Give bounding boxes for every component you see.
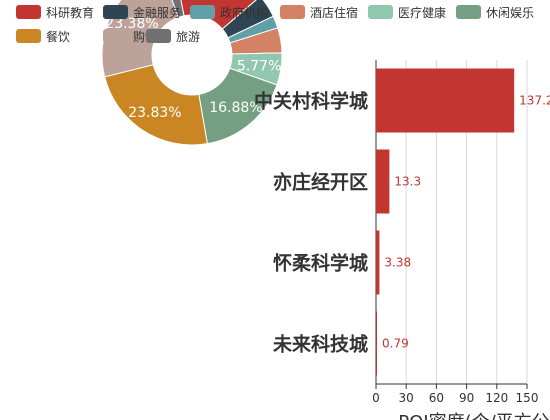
legend-label: 医疗健康	[398, 5, 447, 20]
x-tick-label: 0	[372, 391, 380, 405]
x-tick-label: 30	[399, 391, 414, 405]
x-axis-title: POI密度(个/平方公里)	[398, 412, 550, 420]
bar	[376, 230, 380, 295]
legend-swatch	[368, 5, 393, 19]
legend-item[interactable]: 餐饮	[16, 28, 70, 44]
x-tick-label: 150	[516, 391, 539, 405]
legend-label: 政府机构	[220, 5, 269, 20]
legend-label: 酒店住宿	[310, 5, 359, 20]
legend-swatch	[103, 29, 128, 43]
donut-data-label: 5.77%	[237, 59, 281, 75]
bar-value-label: 13.3	[394, 175, 421, 189]
legend-item[interactable]: 旅游	[146, 28, 200, 44]
legend-item[interactable]: 政府机构	[190, 4, 268, 20]
legend-swatch	[146, 29, 171, 43]
legend-item[interactable]: 金融服务	[103, 4, 181, 20]
bar-chart: 0 30 60 90 120 150 137.27 中关村科学城 13.3 亦庄经开区 3.38 怀柔…	[254, 60, 550, 420]
donut-data-label: 23.38%	[105, 16, 158, 32]
legend-swatch	[280, 5, 305, 19]
legend-swatch	[16, 29, 41, 43]
y-category-label: 怀柔科学城	[273, 252, 368, 275]
bar-value-label: 0.79	[382, 337, 409, 351]
bar	[376, 68, 515, 133]
legend-swatch	[456, 5, 481, 19]
x-tick-label: 60	[429, 391, 444, 405]
legend-item[interactable]: 科研教育	[16, 4, 94, 20]
donut-chart: 16.9%5.77%16.88%23.83%23.38%	[101, 0, 283, 146]
legend-item[interactable]: 酒店住宿	[280, 4, 358, 20]
bar	[376, 149, 390, 214]
x-tick-label: 120	[485, 391, 508, 405]
donut-slice-9	[171, 0, 185, 19]
y-category-label: 未来科技城	[272, 333, 368, 356]
legend-label: 金融服务	[133, 5, 182, 20]
donut-data-label: 16.88%	[209, 100, 262, 116]
legend-swatch	[103, 5, 128, 19]
legend-label: 科研教育	[46, 5, 95, 20]
y-category-label: 亦庄经开区	[273, 171, 368, 194]
bar	[376, 311, 377, 376]
legend-swatch	[16, 5, 41, 19]
legend-label: 休闲娱乐	[486, 5, 535, 20]
legend-label: 餐饮	[46, 29, 71, 44]
legend-item[interactable]: 休闲娱乐	[456, 4, 534, 20]
legend-label: 旅游	[176, 29, 201, 44]
legend-item[interactable]: 医疗健康	[368, 4, 446, 20]
donut-slice-7	[104, 64, 208, 146]
donut-data-label: 23.83%	[128, 105, 181, 121]
legend-swatch	[190, 5, 215, 19]
x-tick-label: 90	[459, 391, 474, 405]
legend: 科研教育 金融服务 政府机构 酒店住宿 医疗健康 休闲娱乐 餐饮 购物 旅游	[0, 0, 550, 50]
bar-value-label: 3.38	[384, 256, 411, 270]
y-category-label: 中关村科学城	[254, 90, 368, 113]
bar-value-label: 137.27	[519, 94, 550, 108]
